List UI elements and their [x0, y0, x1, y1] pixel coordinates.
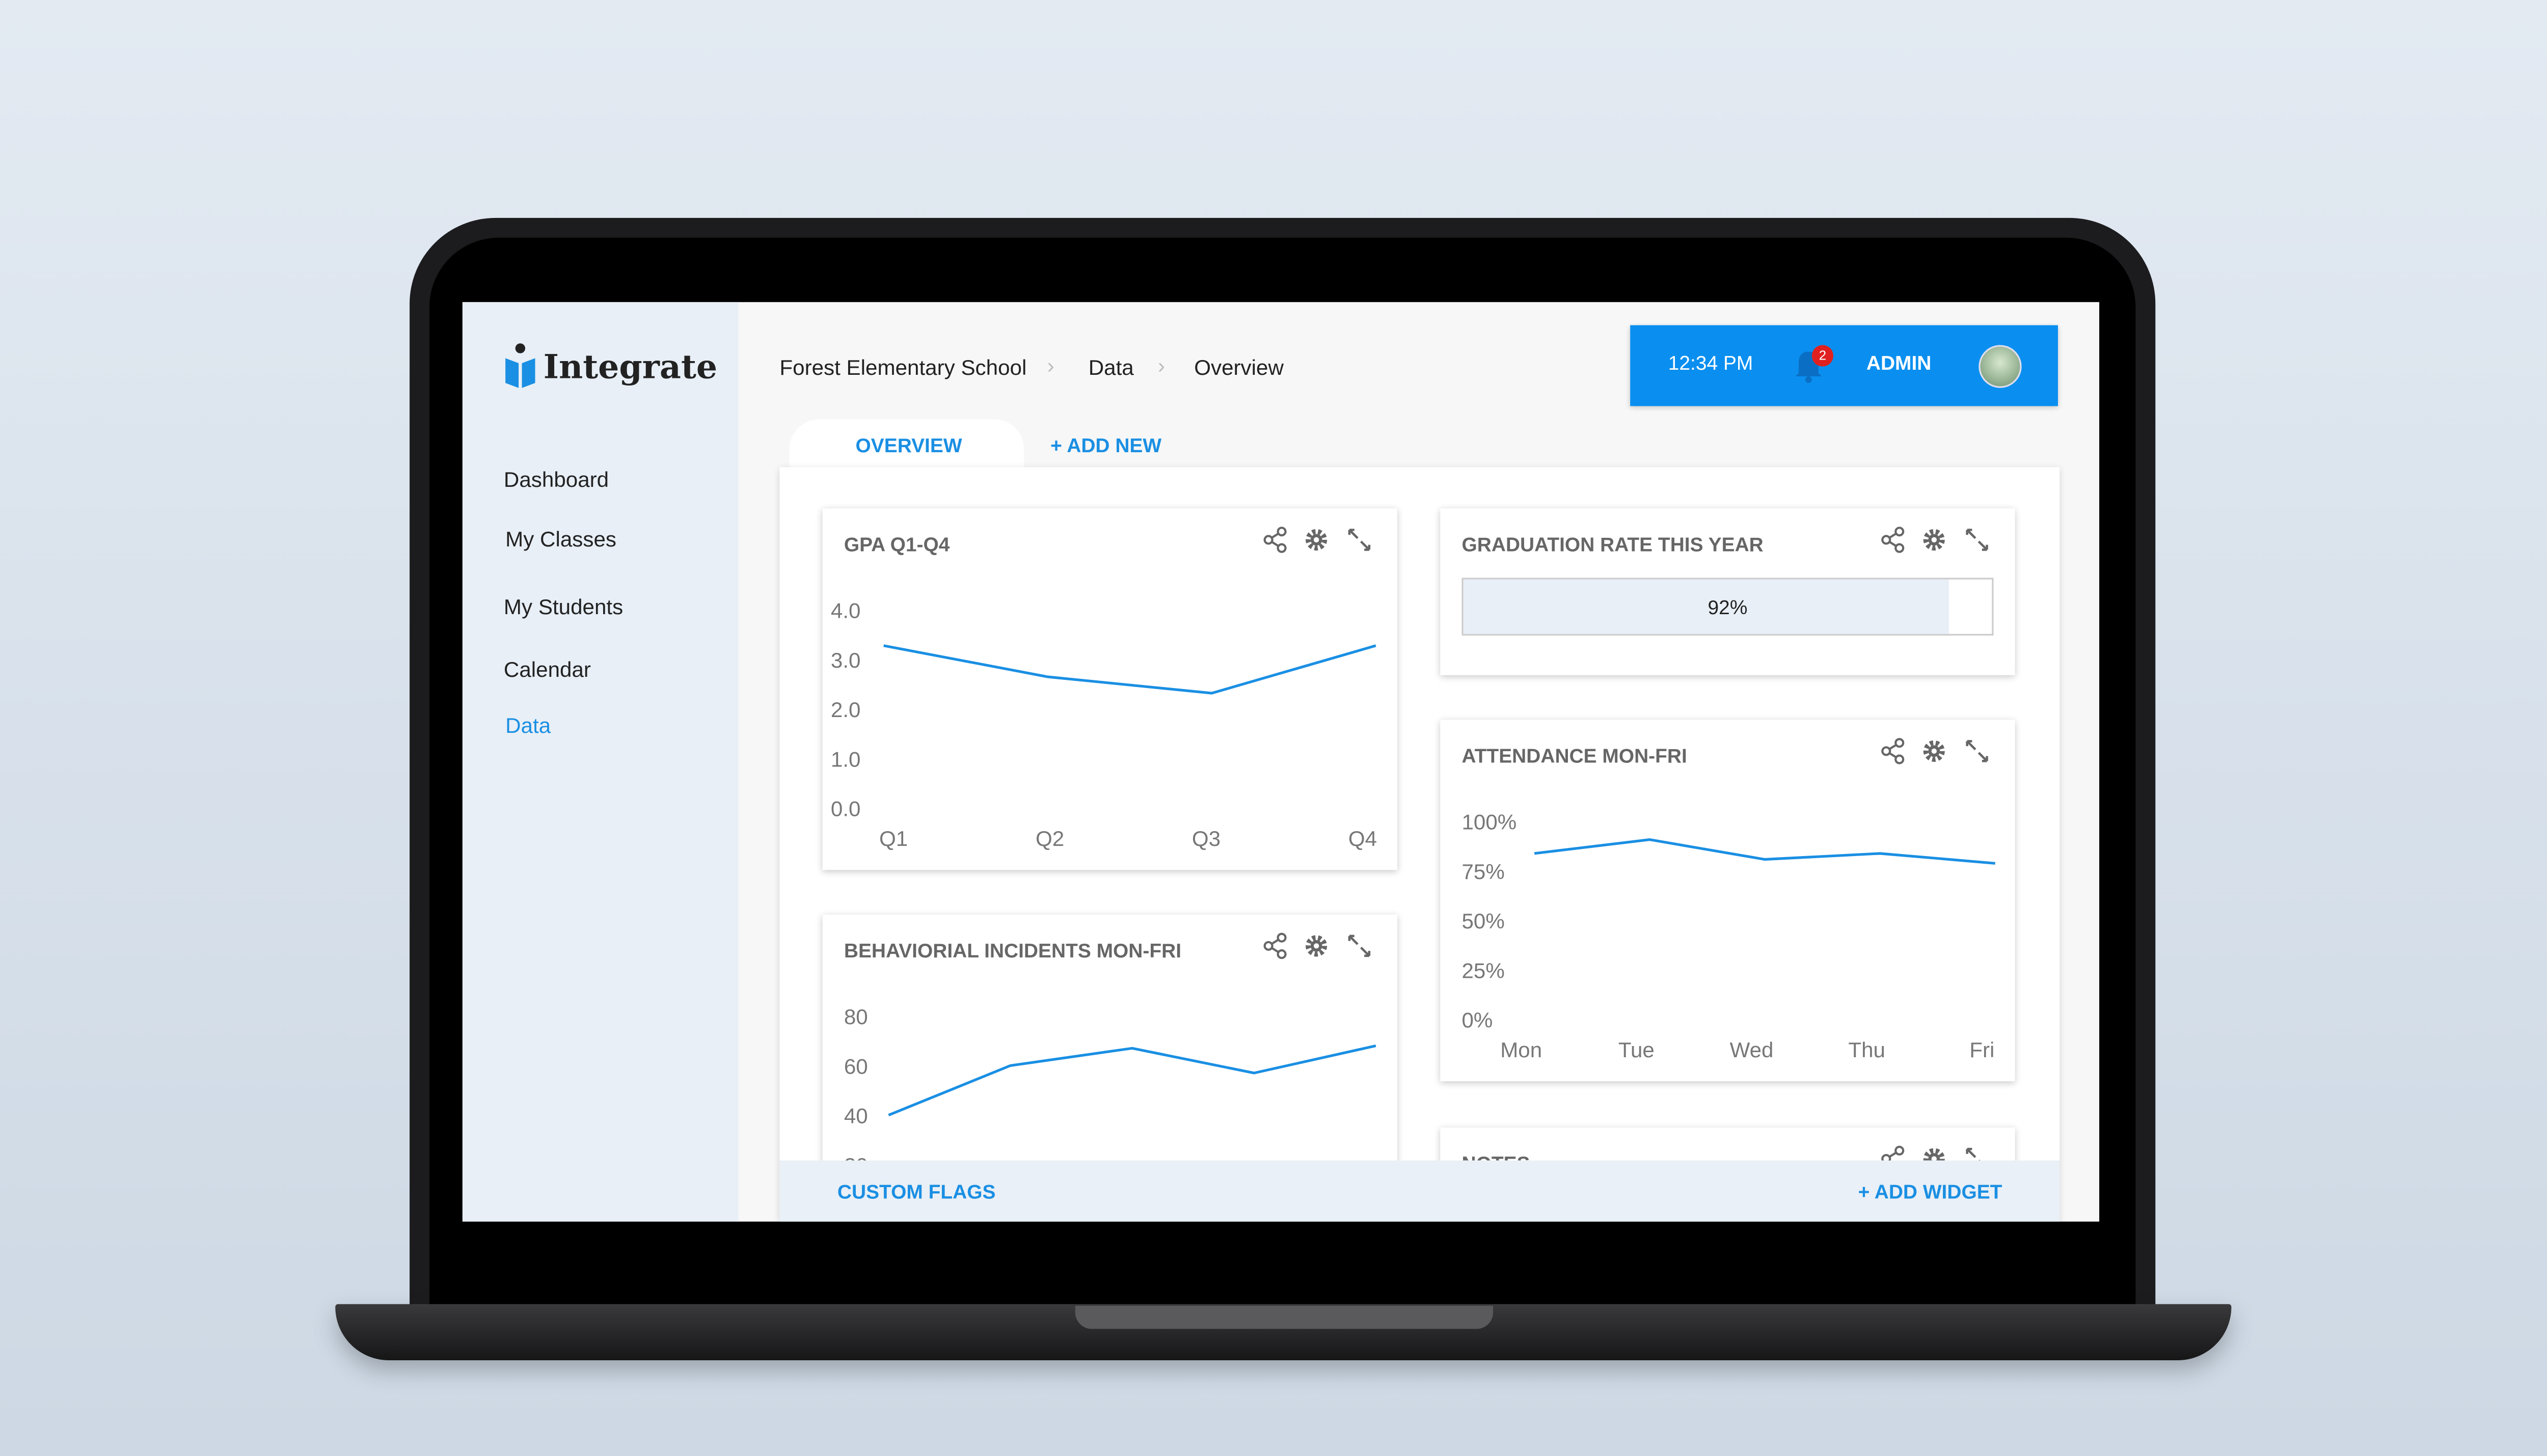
share-icon[interactable] [1881, 738, 1905, 764]
sidebar [462, 302, 739, 1222]
widget-title: BEHAVIORIAL INCIDENTS MON-FRI [844, 939, 1182, 963]
widget-card: BEHAVIORIAL INCIDENTS MON-FRI [822, 914, 1398, 1161]
nav-item[interactable]: Dashboard [503, 467, 609, 492]
logo-icon [505, 343, 535, 388]
breadcrumb-item: Overview [1194, 354, 1284, 380]
widget-actions [1263, 932, 1371, 959]
share-icon[interactable] [1881, 527, 1905, 553]
breadcrumb-item[interactable]: Forest Elementary School [779, 354, 1027, 380]
expand-icon[interactable] [1966, 1147, 1987, 1161]
widget-actions [1881, 1145, 1987, 1161]
clock: 12:34 PM [1668, 351, 1753, 375]
avatar[interactable] [1979, 345, 2022, 388]
footer-link[interactable]: + ADD WIDGET [1858, 1180, 2002, 1204]
widget-card: GPA Q1-Q4 [822, 508, 1398, 870]
nav-item[interactable]: My Students [503, 594, 624, 619]
footer-link[interactable]: CUSTOM FLAGS [837, 1180, 996, 1204]
badge-count: 2 [1819, 348, 1827, 364]
laptop-notch [1075, 1306, 1494, 1329]
widget-title: GRADUATION RATE THIS YEAR [1461, 533, 1764, 557]
expand-icon[interactable] [1966, 740, 1988, 762]
logo-text: Integrate [543, 346, 718, 387]
expand-icon[interactable] [1348, 529, 1371, 551]
breadcrumb-separator: › [1047, 353, 1054, 378]
breadcrumb-separator: › [1157, 353, 1165, 378]
expand-icon[interactable] [1966, 529, 1988, 551]
expand-icon[interactable] [1348, 935, 1371, 957]
tab-active[interactable] [789, 419, 1024, 469]
nav-item[interactable]: My Classes [505, 527, 617, 552]
settings-icon[interactable] [1923, 1148, 1945, 1161]
settings-icon[interactable] [1923, 529, 1945, 551]
breadcrumb-item[interactable]: Data [1088, 354, 1134, 380]
progress-track: 92% [1461, 578, 1994, 636]
share-icon[interactable] [1881, 1145, 1905, 1161]
widget-actions [1263, 527, 1371, 553]
widget-card: NOTES [1440, 1127, 2015, 1161]
widget-title: NOTES [1461, 1152, 1530, 1161]
tab-label[interactable]: OVERVIEW [855, 434, 962, 457]
widget-card: ATTENDANCE MON-FRI [1440, 720, 2015, 1082]
share-icon[interactable] [1263, 527, 1287, 553]
settings-icon[interactable] [1923, 740, 1945, 762]
settings-icon[interactable] [1306, 529, 1327, 551]
widget-title: ATTENDANCE MON-FRI [1461, 744, 1687, 768]
settings-icon[interactable] [1306, 935, 1327, 957]
share-icon[interactable] [1263, 932, 1287, 959]
user-name[interactable]: ADMIN [1866, 351, 1932, 375]
tab-label[interactable]: + ADD NEW [1050, 434, 1162, 457]
widget-card: GRADUATION RATE THIS YEAR 92% [1440, 508, 2015, 675]
footer-bar [779, 1160, 2060, 1222]
widget-actions [1881, 527, 1988, 553]
widget-actions [1881, 738, 1988, 764]
progress-label: 92% [1708, 596, 1748, 619]
nav-item-active[interactable]: Data [505, 713, 551, 738]
panel-body: GPA Q1-Q4 GRADUATION RATE THIS YEAR 92% … [779, 467, 2060, 1161]
nav-item[interactable]: Calendar [503, 657, 591, 682]
progress-fill [1463, 579, 1950, 634]
badge [1811, 345, 1834, 367]
widget-title: GPA Q1-Q4 [844, 533, 950, 557]
screen: Integrate Dashboard My Classes My Studen… [462, 302, 2100, 1222]
